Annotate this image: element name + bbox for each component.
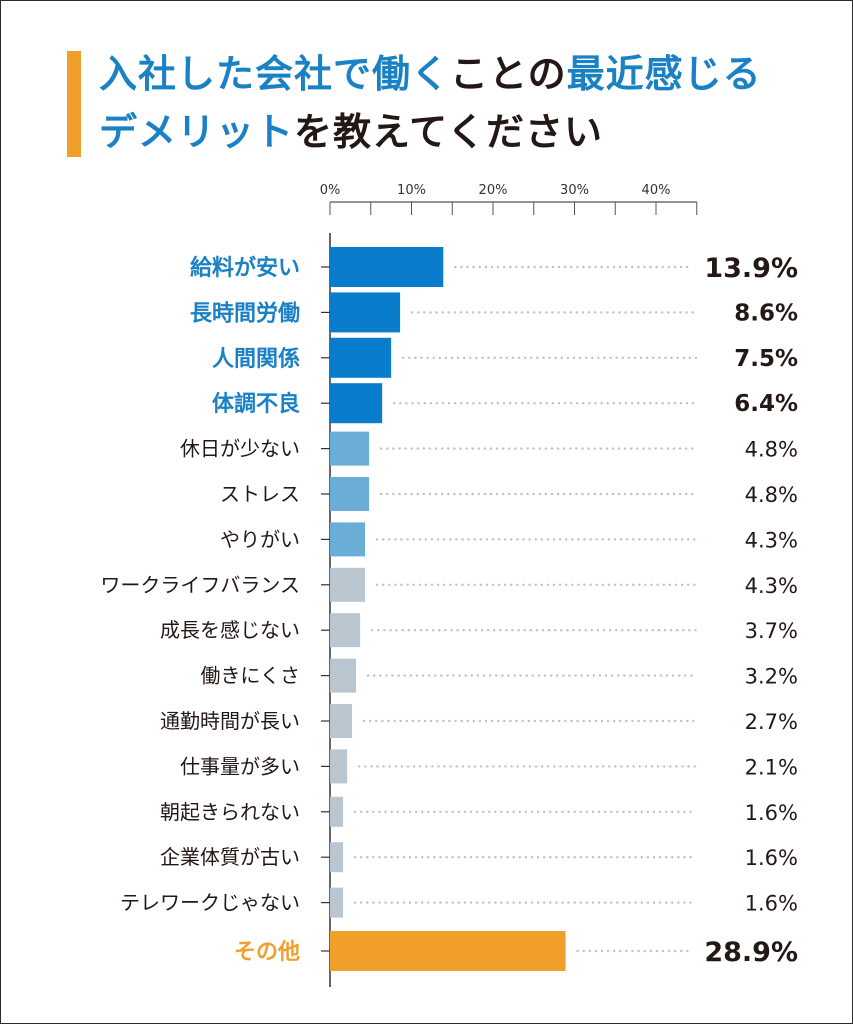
title-segment: ことの: [450, 52, 567, 96]
bar: [330, 522, 366, 557]
category-label: 給料が安い: [190, 255, 300, 281]
bar: [330, 477, 370, 511]
bar: [330, 567, 366, 602]
category-label: ストレス: [220, 482, 300, 506]
value-label: 4.8%: [745, 438, 798, 462]
value-label: 2.7%: [745, 710, 798, 734]
category-label: テレワークじゃない: [120, 891, 300, 915]
bar: [330, 613, 361, 648]
category-label: 休日が少ない: [180, 437, 300, 461]
category-label: 体調不良: [212, 391, 300, 417]
value-label: 6.4%: [734, 391, 798, 417]
value-label: 28.9%: [704, 937, 798, 968]
bar: [330, 887, 344, 918]
bar: [330, 431, 370, 466]
x-tick-label: 20%: [479, 183, 508, 198]
category-label: 仕事量が多い: [180, 754, 300, 778]
chart-title-line-2: デメリットを教えてください: [99, 113, 603, 151]
bar: [330, 247, 444, 287]
value-label: 4.3%: [745, 528, 798, 552]
value-label: 2.1%: [745, 755, 798, 779]
category-label: その他: [234, 940, 300, 965]
category-label: 働きにくさ: [200, 664, 300, 688]
bar: [330, 383, 383, 424]
category-label: 成長を感じない: [160, 618, 300, 642]
x-tick-label: 10%: [397, 183, 426, 198]
value-label: 3.2%: [745, 665, 798, 689]
chart-title-line-1: 入社した会社で働くことの最近感じる: [99, 55, 762, 93]
title-segment: デメリット: [99, 110, 295, 154]
category-label: やりがい: [220, 527, 300, 551]
x-tick-label: 30%: [560, 183, 589, 198]
bar: [330, 749, 348, 784]
x-tick-label: 0%: [320, 183, 341, 198]
title-segment: 最近感じる: [566, 52, 762, 96]
bar: [330, 337, 392, 378]
value-label: 1.6%: [745, 892, 798, 916]
bar: [330, 842, 344, 873]
value-label: 1.6%: [745, 801, 798, 825]
category-label: 長時間労働: [190, 300, 300, 326]
category-label: 通勤時間が長い: [160, 709, 300, 733]
value-label: 1.6%: [745, 846, 798, 870]
value-label: 3.7%: [745, 619, 798, 643]
value-label: 4.3%: [745, 574, 798, 598]
bar: [330, 658, 357, 693]
bar: [330, 292, 401, 333]
title-accent-bar: [67, 51, 81, 157]
bar: [330, 931, 566, 971]
value-label: 13.9%: [704, 253, 798, 284]
category-label: ワークライフバランス: [100, 573, 300, 597]
value-label: 4.8%: [745, 483, 798, 507]
title-segment: を教えてください: [294, 110, 603, 154]
value-label: 7.5%: [734, 346, 798, 372]
title-segment: 入社した会社で働く: [99, 52, 451, 96]
bar: [330, 704, 353, 738]
category-label: 企業体質が古い: [160, 845, 300, 869]
x-tick-label: 40%: [642, 183, 671, 198]
category-label: 朝起きられない: [160, 800, 300, 824]
value-label: 8.6%: [734, 300, 798, 326]
bar: [330, 796, 344, 827]
category-label: 人間関係: [212, 347, 300, 372]
